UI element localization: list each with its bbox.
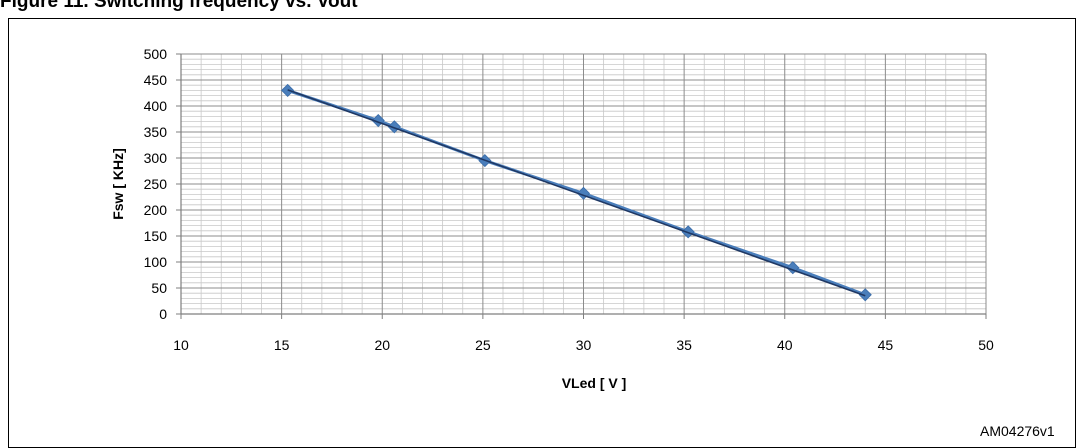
- x-tick-label: 50: [978, 337, 994, 353]
- y-tick-label: 100: [144, 254, 168, 270]
- x-tick-label: 10: [173, 337, 189, 353]
- trendline: [287, 89, 866, 297]
- data-series: [281, 83, 872, 302]
- figure-caption-strip: Figure 11. Switching frequency vs. Vout: [0, 0, 1080, 18]
- y-tick-label: 250: [144, 176, 168, 192]
- x-tick-label: 20: [374, 337, 390, 353]
- x-tick-label: 25: [475, 337, 491, 353]
- y-tick-label: 0: [159, 306, 167, 322]
- x-tick-label: 40: [777, 337, 793, 353]
- y-tick-label: 500: [144, 46, 168, 62]
- x-tick-labels: 10 15 20 25 30 35 40 45 50: [173, 337, 994, 353]
- y-axis-label: Fsw [ KHz]: [110, 148, 126, 220]
- data-point-marker: [858, 288, 872, 302]
- figure-id-label: AM04276v1: [980, 423, 1055, 439]
- figure-caption: Figure 11. Switching frequency vs. Vout: [0, 0, 358, 12]
- axes: [176, 53, 987, 319]
- x-axis-label: VLed [ V ]: [562, 375, 627, 391]
- x-tick-label: 35: [676, 337, 692, 353]
- y-tick-labels: 0 50 100 150 200 250 300 350 400 450 500: [144, 46, 168, 322]
- y-tick-label: 200: [144, 202, 168, 218]
- y-tick-label: 150: [144, 228, 168, 244]
- y-tick-label: 300: [144, 150, 168, 166]
- x-tick-label: 45: [878, 337, 894, 353]
- y-tick-label: 50: [151, 280, 167, 296]
- y-tick-label: 450: [144, 72, 168, 88]
- x-tick-label: 30: [576, 337, 592, 353]
- y-tick-label: 400: [144, 98, 168, 114]
- x-tick-label: 15: [274, 337, 290, 353]
- y-tick-label: 350: [144, 124, 168, 140]
